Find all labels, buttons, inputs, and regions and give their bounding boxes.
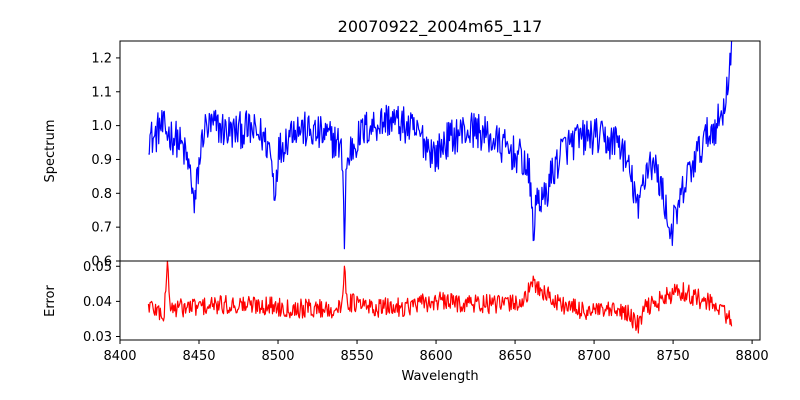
- error-series-line: [147, 260, 733, 334]
- x-tick-label: 8800: [736, 349, 769, 364]
- chart-title: 20070922_2004m65_117: [338, 17, 543, 37]
- error-panel: 0.03 0.04 0.05 Error: [43, 260, 761, 345]
- error-y-axis-label: Error: [43, 285, 58, 317]
- spectrum-y-axis-label: Spectrum: [43, 120, 58, 183]
- error-axes-frame: [119, 260, 761, 341]
- x-tick-label: 8650: [499, 349, 532, 364]
- x-tick-label: 8700: [578, 349, 611, 364]
- x-axis-label: Wavelength: [401, 369, 478, 384]
- error-y-tick-label: 0.04: [83, 295, 112, 310]
- spectrum-y-tick-label: 0.9: [91, 153, 112, 168]
- x-tick-label: 8400: [103, 349, 136, 364]
- x-tick-label: 8550: [340, 349, 373, 364]
- x-axis-ticks: 8400 8450 8500 8550 8600 8650 8700 8750 8800: [103, 340, 769, 364]
- spectrum-y-tick-label: 0.6: [91, 255, 112, 270]
- spectrum-y-tick-label: 1.0: [91, 119, 112, 134]
- spectrum-y-tick-label: 0.8: [91, 187, 112, 202]
- spectrum-y-ticks: 0.6 0.7 0.8 0.9 1.0 1.1 1.2: [91, 51, 120, 270]
- x-tick-label: 8600: [420, 349, 453, 364]
- spectrum-y-tick-label: 1.2: [91, 51, 112, 66]
- spectrum-series-line: [148, 40, 733, 250]
- spectrum-panel: 0.6 0.7 0.8 0.9 1.0 1.1 1.2 Spectrum: [43, 40, 761, 270]
- x-tick-label: 8750: [657, 349, 690, 364]
- error-y-tick-label: 0.03: [83, 330, 112, 345]
- spectrum-y-tick-label: 0.7: [91, 221, 112, 236]
- spectrum-y-tick-label: 1.1: [91, 85, 112, 100]
- error-y-ticks: 0.03 0.04 0.05: [83, 260, 120, 345]
- x-tick-label: 8450: [182, 349, 215, 364]
- error-y-tick-label: 0.05: [83, 260, 112, 275]
- x-tick-label: 8500: [261, 349, 294, 364]
